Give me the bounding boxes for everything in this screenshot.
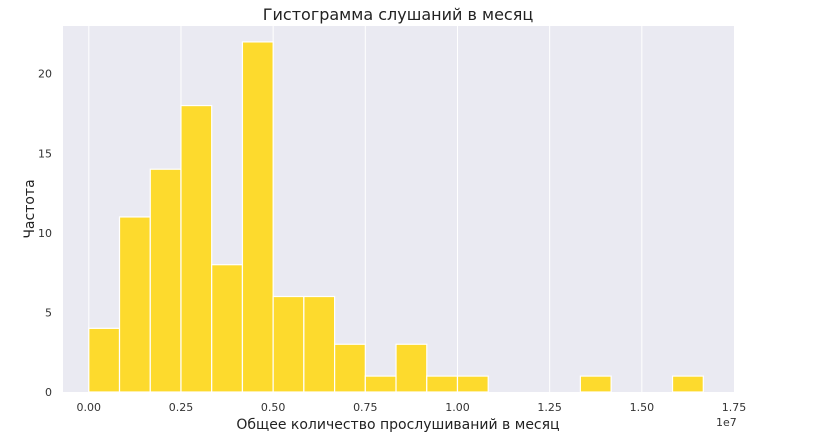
histogram-bar bbox=[426, 375, 459, 393]
histogram-bar bbox=[211, 264, 244, 393]
x-tick-label: 0.25 bbox=[169, 401, 194, 414]
histogram-bar bbox=[579, 375, 612, 393]
y-tick-label: 10 bbox=[38, 227, 52, 240]
y-tick-label: 20 bbox=[38, 68, 52, 81]
x-tick-label: 1.50 bbox=[630, 401, 655, 414]
histogram-bar bbox=[118, 216, 151, 393]
x-axis-label: Общее количество прослушиваний в месяц bbox=[236, 417, 559, 433]
x-tick-label: 0.50 bbox=[261, 401, 286, 414]
y-tick-labels: 0 5 10 15 20 bbox=[38, 68, 52, 399]
y-tick-label: 5 bbox=[45, 306, 52, 319]
histogram-bar bbox=[303, 295, 336, 393]
x-tick-label: 1.25 bbox=[537, 401, 562, 414]
histogram-bar bbox=[364, 375, 397, 393]
x-tick-label: 1.00 bbox=[445, 401, 470, 414]
histogram-bar bbox=[241, 41, 274, 393]
histogram-bar bbox=[88, 327, 121, 393]
y-axis-label: Частота bbox=[22, 179, 38, 238]
bars bbox=[88, 41, 704, 393]
histogram-bar bbox=[671, 375, 704, 393]
histogram-bar bbox=[334, 343, 366, 393]
histogram-bar bbox=[149, 168, 182, 393]
histogram-bar bbox=[456, 375, 489, 393]
histogram-bar bbox=[180, 104, 213, 393]
x-tick-labels: 0.00 0.25 0.50 0.75 1.00 1.25 1.50 1.75 bbox=[77, 401, 747, 414]
histogram-bar bbox=[272, 295, 305, 393]
x-offset-label: 1e7 bbox=[716, 416, 737, 429]
x-tick-label: 0.00 bbox=[77, 401, 102, 414]
y-tick-label: 0 bbox=[45, 386, 52, 399]
x-tick-label: 0.75 bbox=[353, 401, 378, 414]
chart-title: Гистограмма слушаний в месяц bbox=[263, 5, 534, 24]
histogram-bar bbox=[395, 343, 428, 393]
x-tick-label: 1.75 bbox=[722, 401, 747, 414]
y-tick-label: 15 bbox=[38, 147, 52, 160]
